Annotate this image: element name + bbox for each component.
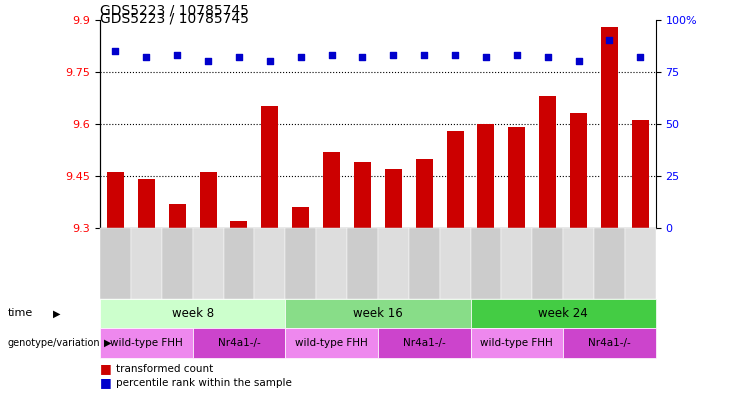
Text: ▶: ▶: [104, 338, 111, 348]
Bar: [508, 127, 525, 228]
Bar: [230, 221, 247, 228]
Point: [356, 54, 368, 60]
Bar: [385, 169, 402, 228]
Bar: [138, 179, 155, 228]
Point: [542, 54, 554, 60]
Bar: [199, 173, 216, 228]
Bar: [539, 96, 556, 228]
Text: week 16: week 16: [353, 307, 403, 320]
Bar: [570, 113, 587, 228]
Point: [264, 58, 276, 64]
Point: [388, 52, 399, 58]
Bar: [477, 124, 494, 228]
Bar: [169, 204, 186, 228]
Bar: [354, 162, 371, 228]
Point: [202, 58, 214, 64]
Point: [110, 48, 122, 54]
Point: [233, 54, 245, 60]
Text: GDS5223 / 10785745: GDS5223 / 10785745: [100, 12, 249, 26]
Bar: [447, 131, 464, 228]
Point: [141, 54, 153, 60]
Bar: [262, 107, 279, 228]
Point: [603, 37, 615, 44]
Point: [295, 54, 307, 60]
Text: wild-type FHH: wild-type FHH: [295, 338, 368, 348]
Point: [634, 54, 646, 60]
Bar: [632, 120, 649, 228]
Text: genotype/variation: genotype/variation: [7, 338, 100, 348]
Text: ■: ■: [100, 362, 112, 375]
Text: ▶: ▶: [53, 309, 61, 318]
Text: week 24: week 24: [538, 307, 588, 320]
Bar: [292, 207, 309, 228]
Point: [511, 52, 522, 58]
Point: [480, 54, 492, 60]
Bar: [601, 27, 618, 228]
Text: ■: ■: [100, 376, 112, 389]
Point: [573, 58, 585, 64]
Text: time: time: [7, 309, 33, 318]
Point: [449, 52, 461, 58]
Point: [171, 52, 183, 58]
Text: percentile rank within the sample: percentile rank within the sample: [116, 378, 292, 388]
Bar: [323, 152, 340, 228]
Text: Nr4a1-/-: Nr4a1-/-: [403, 338, 445, 348]
Point: [326, 52, 338, 58]
Bar: [416, 158, 433, 228]
Text: wild-type FHH: wild-type FHH: [480, 338, 554, 348]
Point: [418, 52, 430, 58]
Text: week 8: week 8: [172, 307, 213, 320]
Text: Nr4a1-/-: Nr4a1-/-: [218, 338, 260, 348]
Text: Nr4a1-/-: Nr4a1-/-: [588, 338, 631, 348]
Text: GDS5223 / 10785745: GDS5223 / 10785745: [100, 3, 249, 17]
Text: wild-type FHH: wild-type FHH: [110, 338, 183, 348]
Text: transformed count: transformed count: [116, 364, 213, 374]
Bar: [107, 173, 124, 228]
